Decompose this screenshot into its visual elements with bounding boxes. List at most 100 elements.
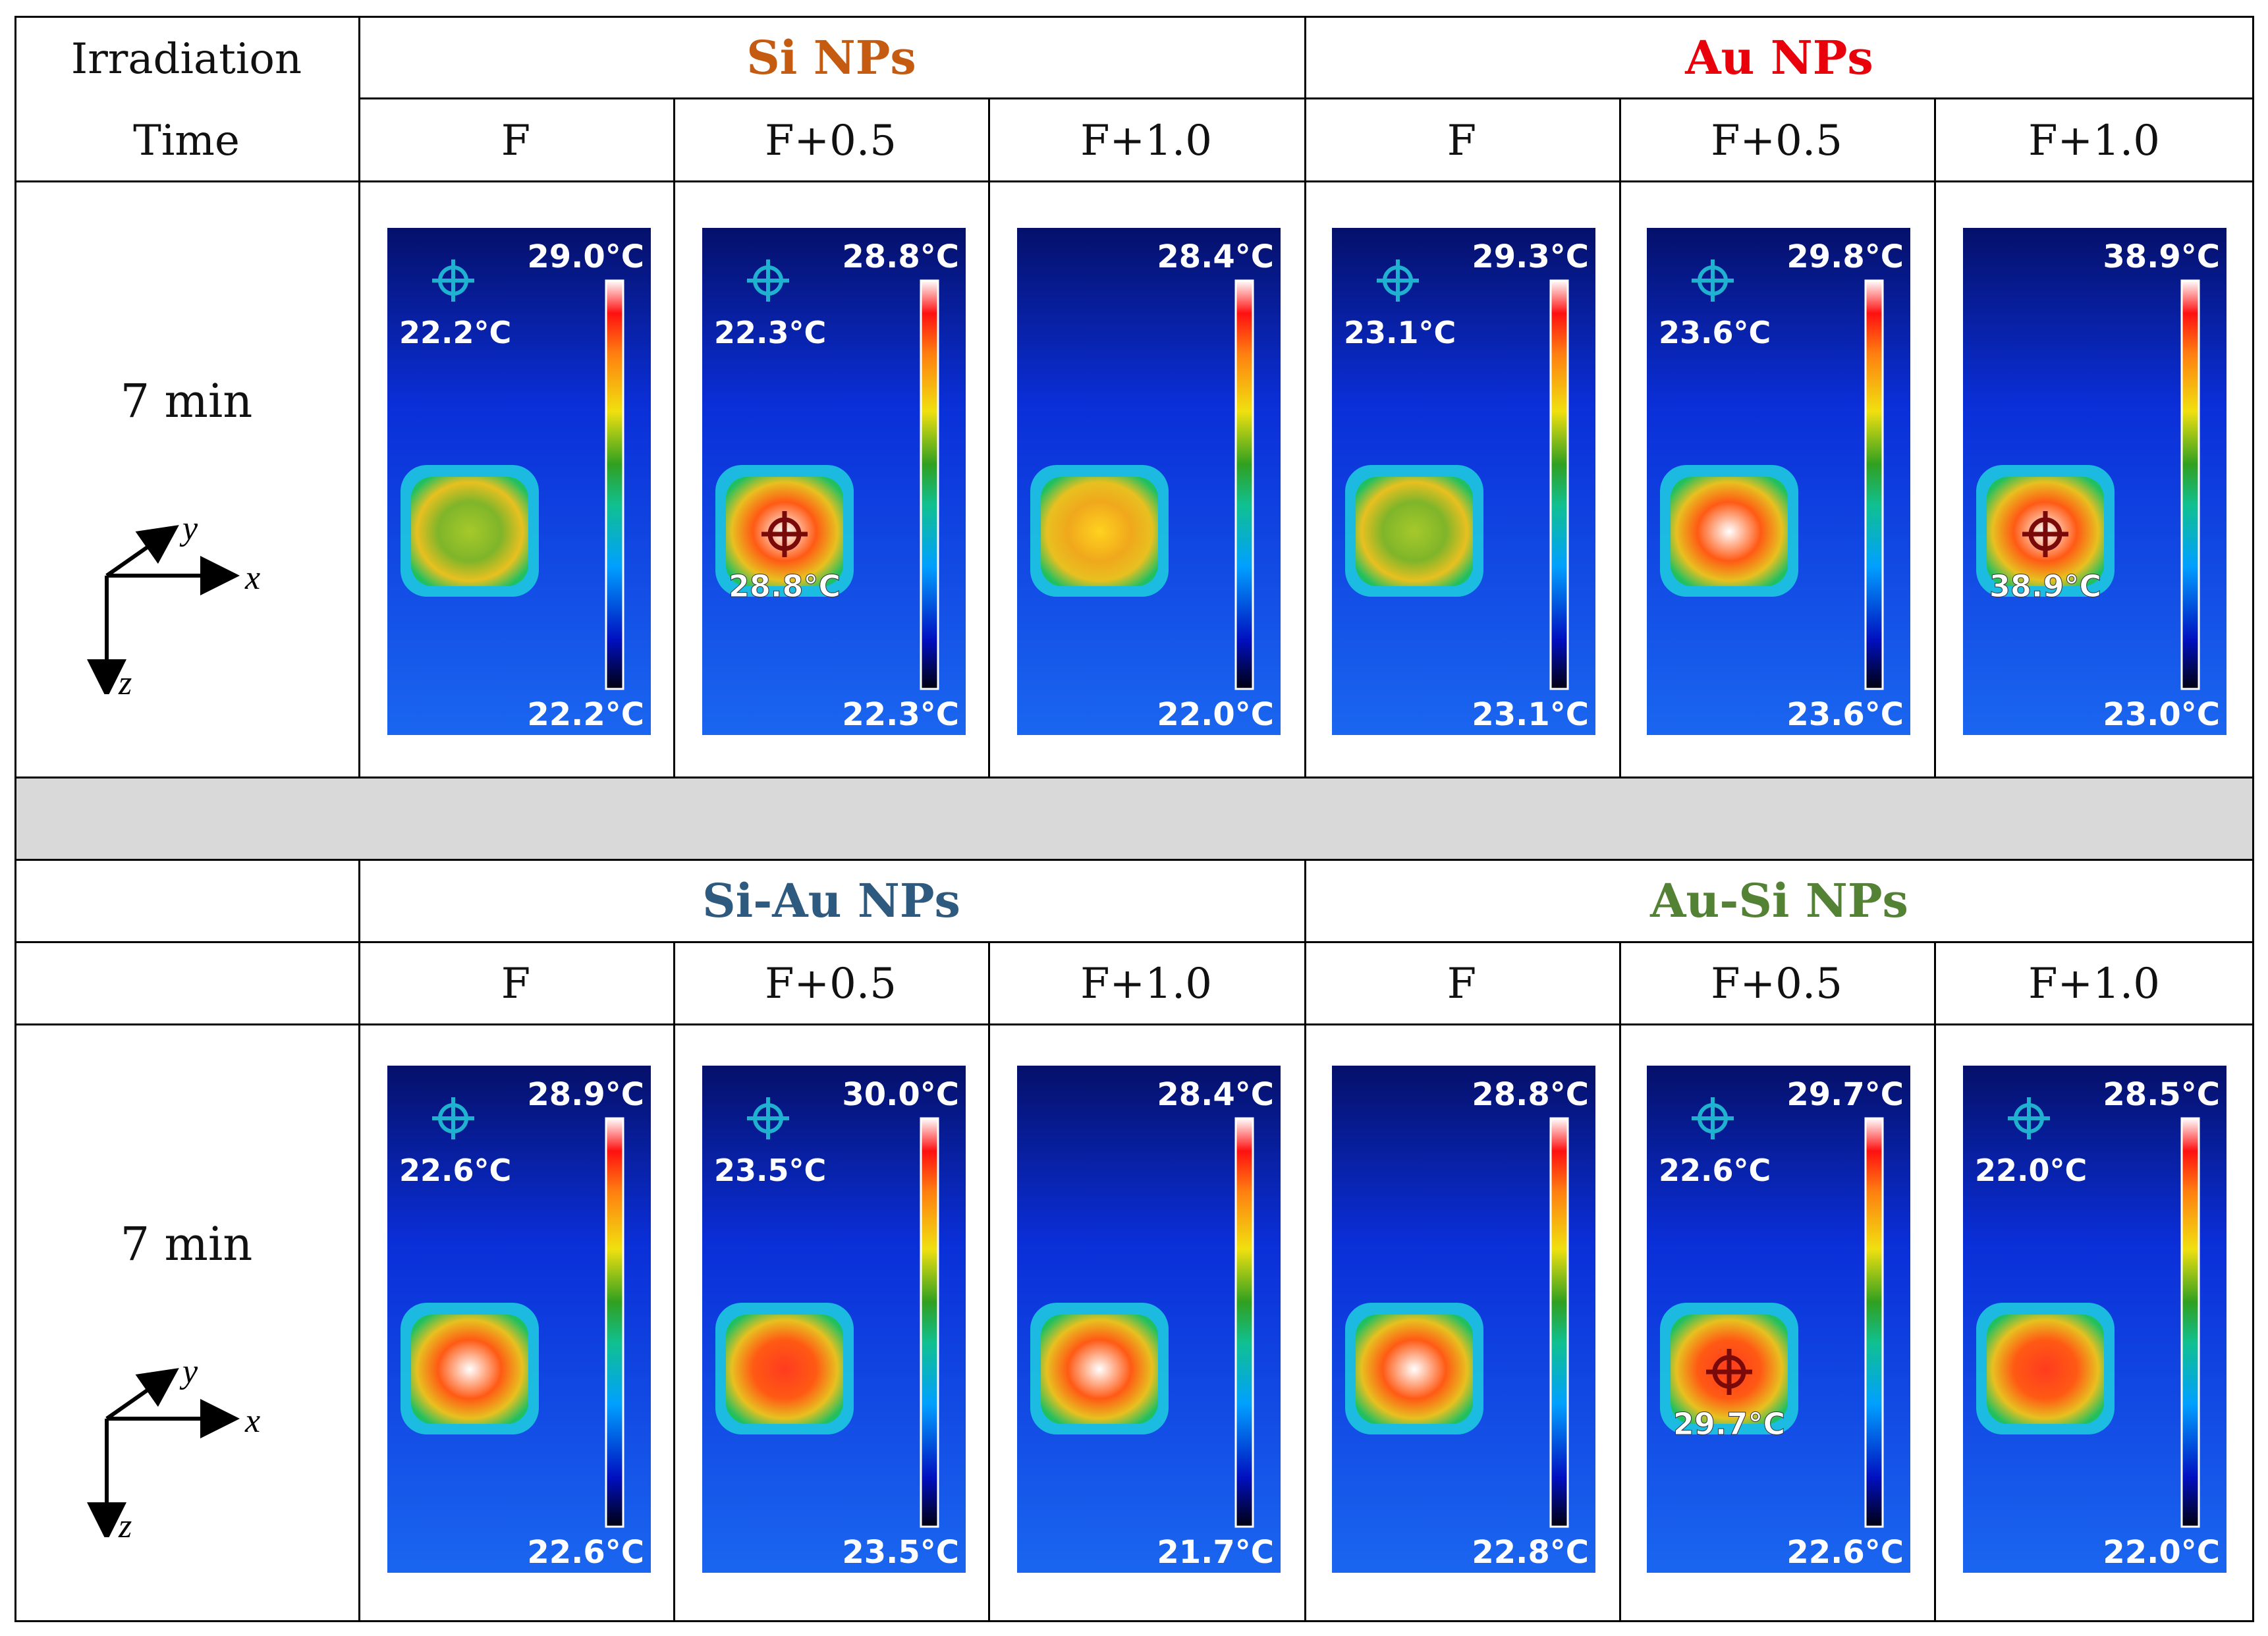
hot-crosshair-icon: 29.7°C	[1673, 1349, 1786, 1442]
crosshair-icon: 22.0°C	[1975, 1097, 2087, 1188]
color-scale-bar	[605, 279, 624, 690]
group-label-ausi: Au-Si NPs	[1650, 873, 1908, 928]
spot-bg-label: 23.6°C	[1659, 315, 1771, 350]
condition-label: F+1.0	[2028, 117, 2160, 165]
color-scale-bar	[1864, 1117, 1884, 1528]
thermal-image: 29.0°C 22.2°C 22.2°C	[387, 228, 651, 735]
group-label-au: Au NPs	[1685, 30, 1873, 85]
scale-max-label: 28.4°C	[1157, 238, 1274, 275]
condition-label: F+0.5	[765, 117, 897, 165]
spot-bg-label: 23.5°C	[714, 1153, 826, 1188]
axis-diagram: x y z	[80, 497, 278, 702]
scale-min-label: 22.6°C	[1786, 1534, 1904, 1571]
hline	[14, 1620, 2254, 1622]
color-scale-bar	[605, 1117, 624, 1528]
color-scale-bar	[1234, 279, 1254, 690]
header-time-line1: Irradiation	[70, 35, 302, 84]
color-scale-bar	[1234, 1117, 1254, 1528]
hot-crosshair-icon: 28.8°C	[728, 511, 841, 605]
condition-label: F+1.0	[2028, 960, 2160, 1008]
scale-min-label: 23.5°C	[842, 1534, 959, 1571]
color-scale-bar	[1549, 279, 1569, 690]
axis-diagram: x y z	[80, 1340, 278, 1545]
condition-label: F	[501, 960, 531, 1008]
vline	[1619, 941, 1621, 1622]
scale-max-label: 28.8°C	[842, 238, 959, 275]
vline	[1619, 97, 1621, 778]
thermal-image: 28.8°C 22.8°C	[1332, 1066, 1595, 1573]
condition-label: F+0.5	[1711, 960, 1842, 1008]
vline	[988, 97, 990, 778]
thermal-image: 28.9°C 22.6°C 22.6°C	[387, 1066, 651, 1573]
scale-min-label: 22.0°C	[1157, 696, 1274, 733]
hline	[14, 859, 2254, 861]
scale-min-label: 22.6°C	[527, 1534, 644, 1571]
thermal-image: 29.3°C 23.1°C 23.1°C	[1332, 228, 1595, 735]
vline	[1304, 16, 1306, 778]
scale-max-label: 28.8°C	[1472, 1076, 1589, 1113]
scale-min-label: 23.6°C	[1786, 696, 1904, 733]
axis-z-label: z	[118, 1508, 132, 1537]
hline	[14, 1023, 2254, 1025]
thermal-image: 29.7°C 22.6°C 22.6°C 29.7°C	[1647, 1066, 1910, 1573]
scale-min-label: 22.8°C	[1472, 1534, 1589, 1571]
group-label-siau: Si-Au NPs	[702, 873, 960, 928]
spot-hot-label: 29.7°C	[1673, 1406, 1785, 1442]
condition-label: F	[501, 117, 531, 165]
crosshair-icon: 22.2°C	[399, 259, 511, 350]
vline	[2252, 16, 2254, 1622]
spot-bg-label: 22.2°C	[399, 315, 511, 350]
vline	[673, 97, 675, 778]
vline	[1934, 941, 1936, 1622]
crosshair-icon: 22.3°C	[714, 259, 826, 350]
spot-bg-label: 22.0°C	[1975, 1153, 2087, 1188]
thermal-image: 28.8°C 22.3°C 22.3°C 28.8°C	[702, 228, 966, 735]
hot-zone	[1041, 477, 1158, 586]
condition-label: F+0.5	[765, 960, 897, 1008]
scale-min-label: 22.3°C	[842, 696, 959, 733]
hline	[14, 16, 2254, 18]
thermal-image: 30.0°C 23.5°C 23.5°C	[702, 1066, 966, 1573]
thermal-image: 38.9°C 23.0°C 38.9°C	[1963, 228, 2227, 735]
hot-zone	[411, 1315, 528, 1424]
scale-min-label: 22.2°C	[527, 696, 644, 733]
thermal-image: 29.8°C 23.6°C 23.6°C	[1647, 228, 1910, 735]
hline	[14, 777, 2254, 778]
scale-max-label: 28.4°C	[1157, 1076, 1274, 1113]
color-scale-bar	[1864, 279, 1884, 690]
color-scale-bar	[920, 279, 939, 690]
scale-max-label: 29.8°C	[1786, 238, 1904, 275]
hline	[358, 97, 2254, 99]
scale-max-label: 28.5°C	[2103, 1076, 2220, 1113]
hot-zone	[411, 477, 528, 586]
axis-y-label: y	[179, 510, 198, 547]
condition-label: F+1.0	[1080, 117, 1212, 165]
separator-row	[16, 778, 2252, 859]
spot-bg-label: 23.1°C	[1344, 315, 1456, 350]
hline	[14, 180, 2254, 182]
vline	[358, 16, 360, 778]
vline	[1304, 859, 1306, 1622]
condition-label: F	[1447, 960, 1477, 1008]
hot-crosshair-icon: 38.9°C	[1989, 511, 2102, 605]
condition-label: F+1.0	[1080, 960, 1212, 1008]
scale-max-label: 30.0°C	[842, 1076, 959, 1113]
thermal-image: 28.5°C 22.0°C 22.0°C	[1963, 1066, 2227, 1573]
scale-max-label: 29.7°C	[1786, 1076, 1904, 1113]
spot-bg-label: 22.3°C	[714, 315, 826, 350]
crosshair-icon: 22.6°C	[1659, 1097, 1771, 1188]
results-table: Irradiation Time Si NPs Au NPs F F+0.5 F…	[14, 16, 2254, 1623]
crosshair-icon: 22.6°C	[399, 1097, 511, 1188]
condition-label: F+0.5	[1711, 117, 1842, 165]
vline	[1934, 97, 1936, 778]
scale-min-label: 23.0°C	[2103, 696, 2220, 733]
color-scale-bar	[920, 1117, 939, 1528]
hline	[14, 941, 2254, 943]
vline	[358, 859, 360, 1622]
hot-zone	[1041, 1315, 1158, 1424]
crosshair-icon: 23.6°C	[1659, 259, 1771, 350]
color-scale-bar	[2180, 1117, 2200, 1528]
vline	[673, 941, 675, 1622]
hot-zone	[726, 1315, 843, 1424]
scale-min-label: 22.0°C	[2103, 1534, 2220, 1571]
